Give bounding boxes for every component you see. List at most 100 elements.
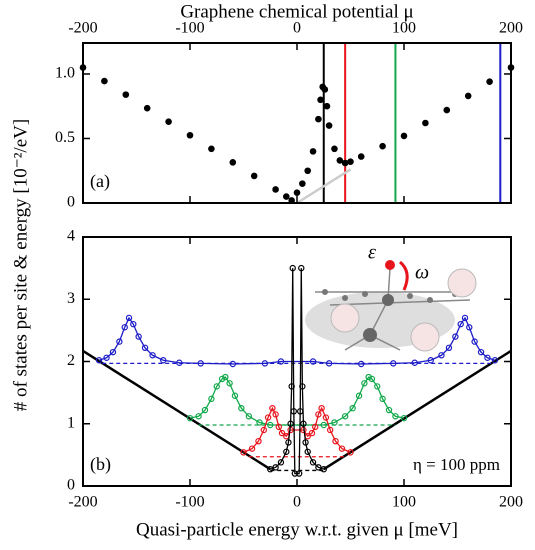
x-tick-label: 0 [293,20,301,37]
y-tick-label: 0 [67,194,75,211]
data-point [208,395,215,403]
data-point [317,96,324,104]
data-point [365,373,372,381]
data-point [275,423,283,431]
data-point [341,159,349,167]
data-point [466,324,473,331]
data-point [332,437,339,445]
eta-label: η = 100 ppm [413,455,500,474]
curve [243,406,351,453]
data-point [491,357,499,364]
inset-epsilon: ε [368,242,376,264]
data-point [297,408,304,415]
data-point [300,420,307,427]
panel-label: (b) [90,454,111,475]
data-point [302,439,309,446]
data-point [260,426,268,434]
data-point [445,344,453,352]
data-point [218,375,226,383]
data-point [390,360,397,367]
y-tick-label: 2 [67,352,75,369]
data-point [331,419,338,426]
data-point [374,383,381,390]
y-tick-label: 0.5 [55,129,75,146]
data-point [229,360,236,368]
data-point [379,142,386,150]
data-point [299,383,306,390]
data-point [299,180,306,187]
data-point [457,320,464,328]
data-point [103,354,110,361]
data-point [347,158,354,166]
data-point [379,395,386,403]
x-tick-label: -100 [175,20,204,37]
data-point [385,406,393,414]
x-tick-label: 200 [499,20,523,37]
data-point [101,77,108,85]
data-point [477,348,485,356]
data-point [125,314,133,322]
data-point [298,264,305,272]
data-point [186,414,194,422]
data-point [308,429,316,437]
data-point [267,465,274,473]
data-point [231,392,239,399]
data-point [122,91,130,98]
data-point [321,86,329,93]
data-point [291,470,299,477]
data-point [293,189,301,196]
data-point [289,264,296,272]
data-point [464,92,472,100]
data-point [304,448,311,455]
data-point [277,459,285,466]
curve [296,168,352,205]
data-point [143,104,151,112]
data-point [411,359,418,366]
data-point [452,333,459,340]
data-point [255,437,262,445]
x-tick-label: 100 [392,20,416,37]
y-tick-label: 0 [67,477,75,494]
curve [98,316,496,365]
data-point [109,348,117,356]
data-point [322,414,330,421]
data-point [208,145,215,153]
data-point [323,102,331,110]
data-point [443,106,451,114]
data-point [288,383,295,390]
data-point [149,352,156,359]
data-point [315,115,322,123]
data-point [309,459,317,466]
inset-omega: ω [415,262,429,284]
data-point [277,358,285,365]
data-point [309,148,317,155]
top-axis-title: Graphene chemical potential μ [180,1,413,22]
data-point [461,314,469,322]
data-point [130,320,137,328]
data-point [471,338,478,345]
data-point [320,465,327,473]
data-point [248,445,256,452]
data-point [238,404,245,412]
data-point [264,414,272,421]
data-point [226,380,233,387]
data-point [486,78,493,86]
data-point [355,392,363,399]
data-point [315,464,322,471]
x-tick-label: 100 [392,494,416,511]
x-tick-label: -200 [68,20,97,37]
y-tick-label: 4 [67,228,75,245]
data-point [229,159,237,166]
data-point [283,448,290,455]
y-tick-label: 1 [67,414,75,431]
data-point [331,145,338,153]
impurity [385,260,395,270]
data-point [336,157,344,164]
data-point [290,408,297,415]
data-point [392,413,399,420]
data-point [176,359,183,366]
data-point [368,375,376,383]
data-point [325,360,333,367]
data-point [195,413,202,420]
